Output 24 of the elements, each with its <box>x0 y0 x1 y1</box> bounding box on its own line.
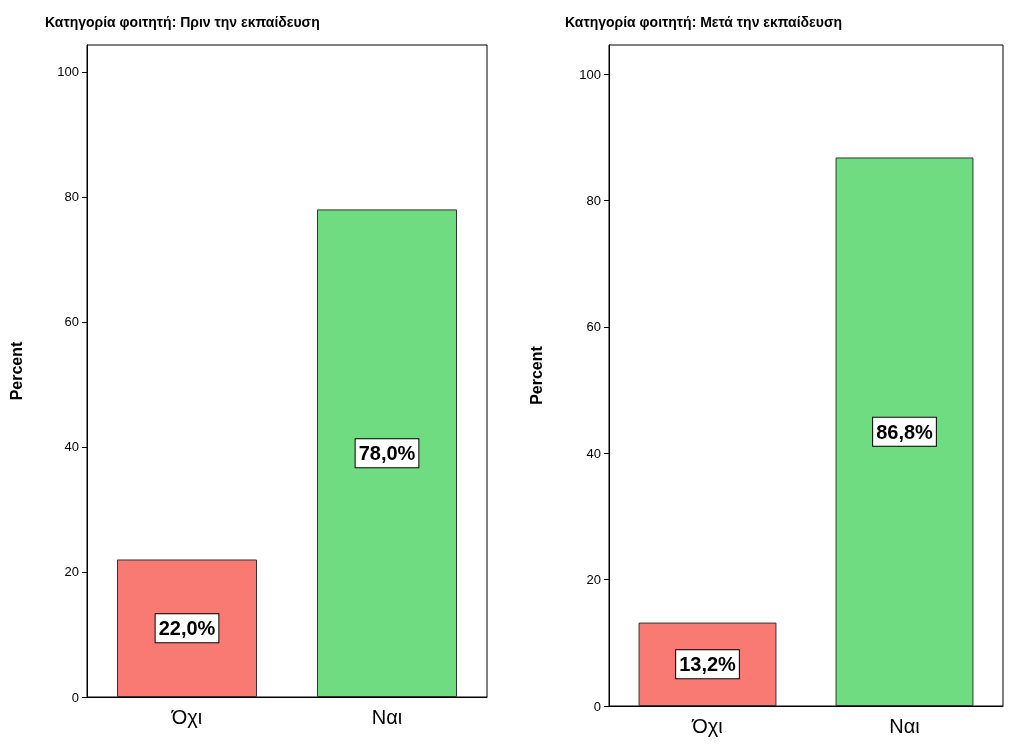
data-label: 86,8% <box>876 420 934 443</box>
y-tick-label: 100 <box>57 64 79 80</box>
x-tick-label: Όχι <box>691 715 723 737</box>
x-tick-label: Ναι <box>889 715 920 737</box>
data-label: 13,2% <box>679 653 737 676</box>
y-tick-label: 60 <box>64 314 79 330</box>
chart-title: Κατηγορία φοιτητή: Πριν την εκπαίδευση <box>45 14 320 30</box>
y-tick-label: 80 <box>586 192 601 208</box>
y-tick-label: 100 <box>579 66 601 82</box>
data-label: 78,0% <box>358 442 416 465</box>
chart-title: Κατηγορία φοιτητή: Μετά την εκπαίδευση <box>565 14 843 30</box>
y-tick-label: 0 <box>593 698 601 714</box>
y-tick-label: 80 <box>64 189 79 205</box>
x-tick-label: Ναι <box>371 706 403 728</box>
y-tick-label: 40 <box>586 445 601 461</box>
y-axis-title: Percent <box>7 340 25 401</box>
x-tick-label: Όχι <box>170 706 203 728</box>
data-label: 22,0% <box>158 617 216 640</box>
y-tick-label: 40 <box>64 439 79 455</box>
y-tick-label: 20 <box>64 564 79 580</box>
y-tick-label: 0 <box>71 689 79 705</box>
y-tick-label: 20 <box>586 572 601 588</box>
y-axis-title: Percent <box>527 345 545 405</box>
y-tick-label: 60 <box>586 319 601 335</box>
